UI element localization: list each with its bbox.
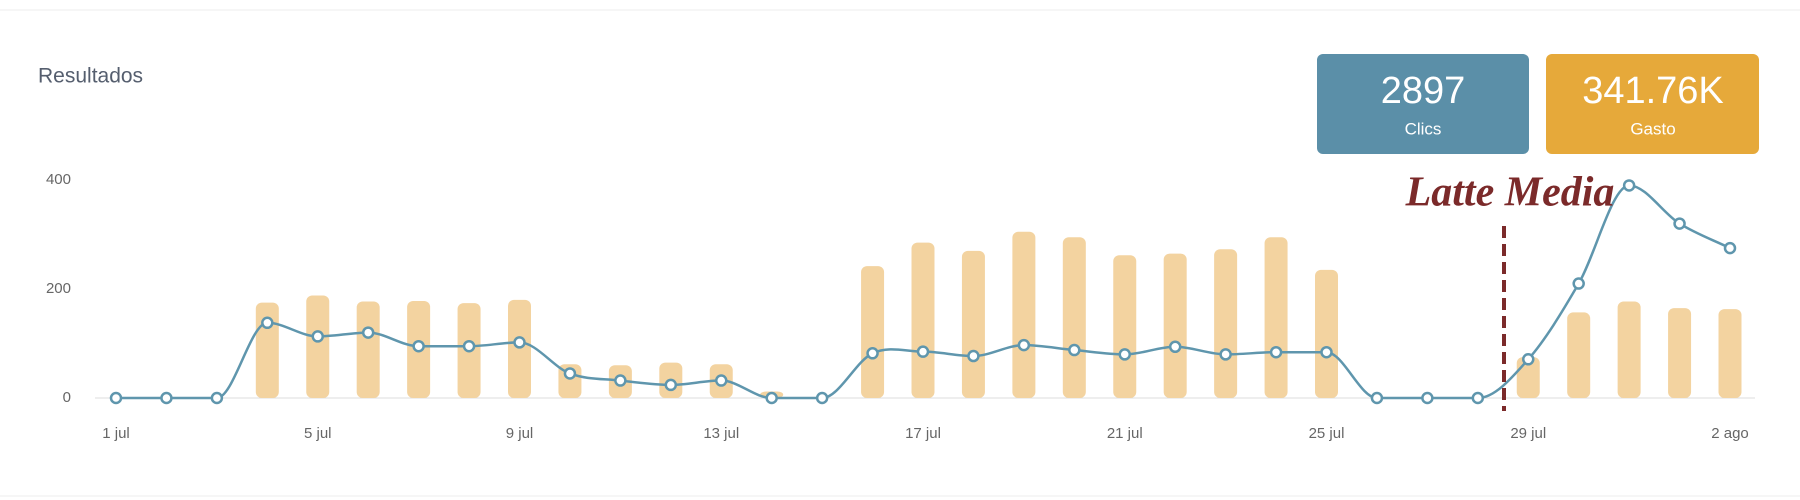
card-clics: 2897 Clics <box>1317 54 1529 154</box>
point <box>361 326 375 339</box>
card-bg <box>1317 54 1529 154</box>
point <box>1723 241 1737 255</box>
point <box>1572 277 1585 290</box>
point <box>916 345 930 358</box>
point <box>462 339 476 353</box>
card-label: Gasto <box>1630 119 1675 138</box>
x-tick-label: 1 jul <box>102 425 130 442</box>
card-label: Clics <box>1405 119 1442 138</box>
bar <box>1062 237 1086 398</box>
point <box>1421 391 1434 405</box>
point <box>1068 343 1081 357</box>
bar <box>1315 269 1338 398</box>
bar <box>911 242 935 398</box>
annotation: Latte Media <box>1405 170 1615 216</box>
bar <box>306 295 330 398</box>
bar <box>508 299 531 398</box>
card-bg <box>1546 54 1759 154</box>
x-tick-label: 13 jul <box>703 425 739 442</box>
bar <box>1163 253 1187 398</box>
point <box>160 391 173 405</box>
x-tick-label: 2 ago <box>1711 425 1749 442</box>
bar <box>1264 237 1288 398</box>
x-tick-label: 9 jul <box>506 425 534 442</box>
bar <box>356 301 380 398</box>
point <box>1370 391 1384 405</box>
y-tick-label: 200 <box>46 280 71 297</box>
point <box>664 378 678 392</box>
bar <box>1012 231 1036 398</box>
card-gasto: 341.76K Gasto <box>1546 54 1759 154</box>
bar <box>1214 249 1238 398</box>
x-tick-label: 21 jul <box>1107 425 1143 442</box>
point <box>1522 353 1535 366</box>
x-tick-label: 5 jul <box>304 425 332 442</box>
point <box>765 391 778 405</box>
point <box>1219 348 1232 361</box>
chart-title: Resultados <box>38 65 143 88</box>
line <box>116 184 1731 400</box>
x-tick-label: 29 jul <box>1510 425 1546 442</box>
bar <box>961 250 985 398</box>
point <box>614 374 627 387</box>
point <box>1168 340 1182 354</box>
point <box>1471 391 1485 405</box>
bar <box>1567 312 1591 398</box>
point <box>1320 345 1333 359</box>
bar <box>1113 255 1137 398</box>
point <box>109 391 123 405</box>
point <box>412 339 425 353</box>
point <box>1673 217 1686 230</box>
point <box>815 391 829 405</box>
y-tick-label: 0 <box>63 389 71 406</box>
bar <box>1668 308 1692 398</box>
point <box>1269 345 1283 359</box>
point <box>513 336 526 349</box>
point <box>563 367 577 380</box>
card-value: 341.76K <box>1582 70 1724 112</box>
point <box>967 349 980 363</box>
card-value: 2897 <box>1381 70 1466 112</box>
point <box>261 316 274 330</box>
point <box>1017 338 1031 352</box>
point <box>866 347 879 360</box>
x-tick-label: 17 jul <box>905 425 941 442</box>
point <box>311 330 324 343</box>
point <box>715 374 728 387</box>
point <box>210 391 224 405</box>
point <box>1118 348 1131 361</box>
bar <box>861 266 885 398</box>
point <box>1622 179 1636 192</box>
x-tick-label: 25 jul <box>1309 425 1345 442</box>
y-tick-label: 400 <box>46 171 71 188</box>
bar <box>1718 309 1742 398</box>
bar <box>1617 301 1641 398</box>
